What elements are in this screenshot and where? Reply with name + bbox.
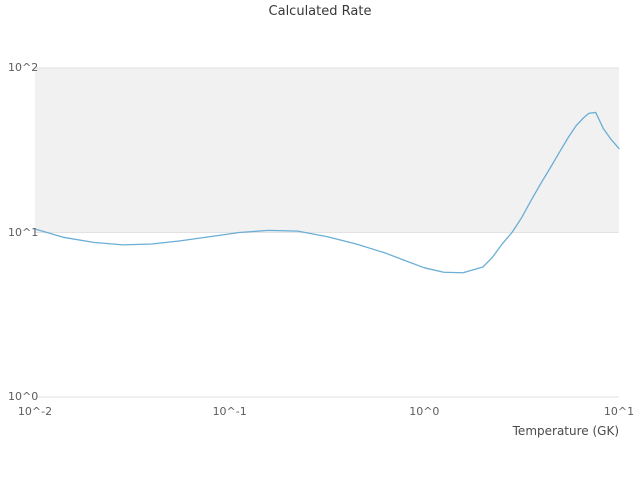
rate-line	[34, 111, 620, 274]
x-tick-label: 10^1	[603, 405, 635, 418]
x-tick-label: 10^-1	[212, 405, 247, 418]
x-tick-label: 10^0	[409, 405, 440, 418]
y-tick-label: 10^1	[8, 225, 39, 239]
x-axis-label: Temperature (GK)	[512, 424, 619, 438]
shaded-band	[35, 68, 619, 233]
y-tick-label: 10^0	[8, 390, 39, 403]
y-tick-label: 10^2	[8, 61, 39, 74]
x-tick-label: 10^-2	[17, 405, 53, 418]
chart-title: Calculated Rate	[268, 4, 372, 19]
